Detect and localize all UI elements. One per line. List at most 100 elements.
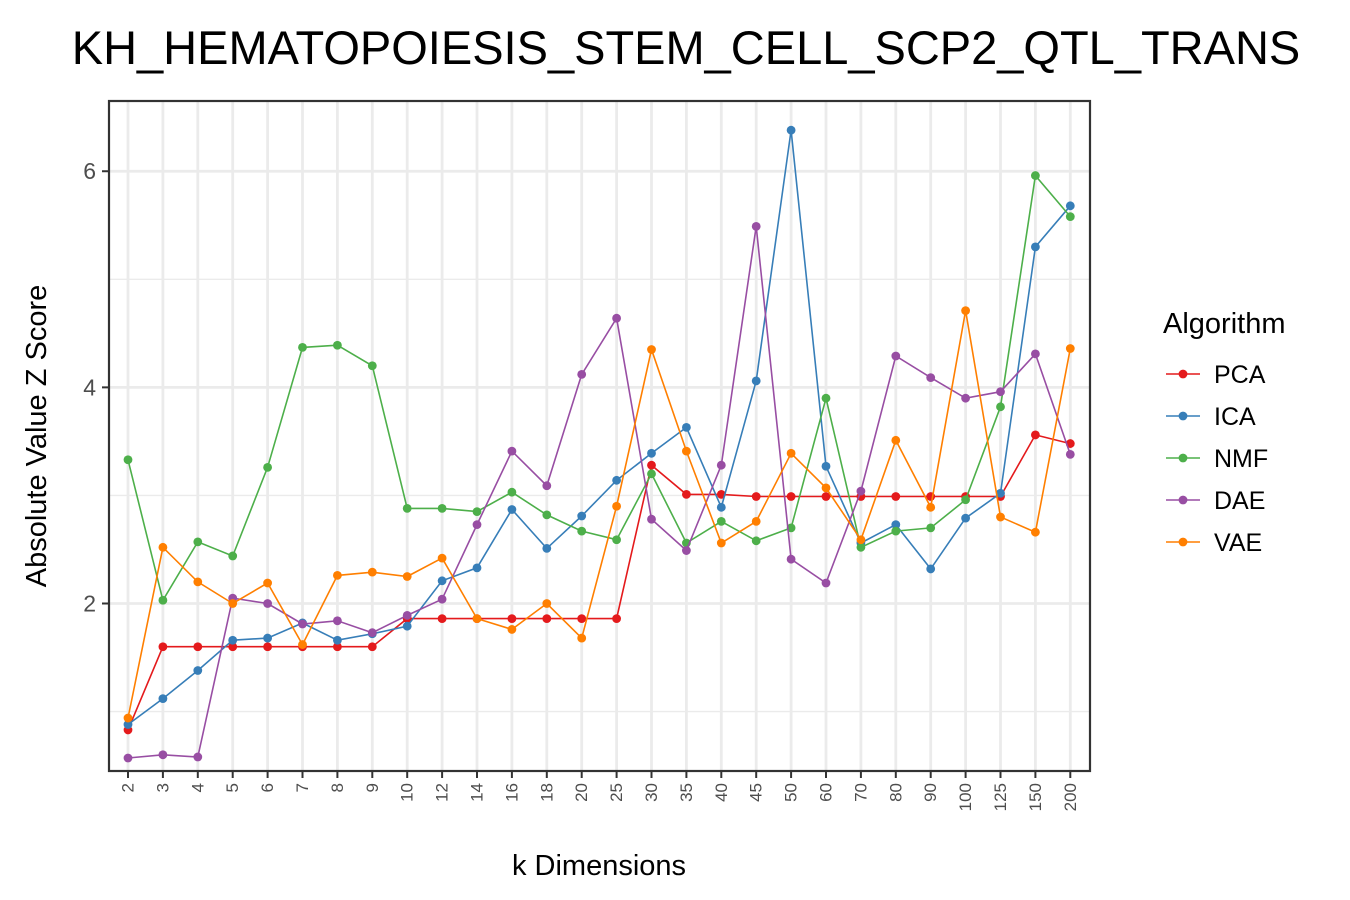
point-vae <box>647 345 656 354</box>
x-axis-title: k Dimensions <box>512 850 686 882</box>
legend-item-nmf: NMF <box>1166 445 1268 473</box>
point-dae <box>821 578 831 588</box>
x-tick-label: 45 <box>747 783 766 802</box>
point-pca <box>1031 430 1040 440</box>
point-dae <box>193 752 203 762</box>
point-ica <box>1031 242 1040 252</box>
point-dae <box>751 221 761 231</box>
point-ica <box>926 564 936 574</box>
y-tick-label: 6 <box>83 158 96 184</box>
plot-panel-border <box>107 99 1092 773</box>
point-dae <box>612 313 621 323</box>
point-nmf <box>1065 212 1075 222</box>
point-vae <box>577 633 587 643</box>
x-tick-label: 8 <box>328 783 347 792</box>
point-dae <box>158 750 168 760</box>
series-vae <box>123 306 1075 723</box>
point-pca <box>786 492 796 501</box>
point-nmf <box>716 516 726 526</box>
point-ica <box>193 666 203 675</box>
x-tick-label: 125 <box>991 783 1010 811</box>
y-axis-title: Absolute Value Z Score <box>21 285 53 588</box>
x-tick-label: 3 <box>153 783 172 792</box>
x-tick-label: 12 <box>433 783 452 802</box>
series-line-pca <box>127 433 1071 731</box>
point-vae <box>298 640 307 649</box>
point-pca <box>891 492 901 501</box>
x-tick-label: 10 <box>398 783 417 802</box>
legend-key-point <box>1178 495 1188 505</box>
legend-key-point <box>1178 453 1188 463</box>
series-line-dae <box>127 226 1072 759</box>
point-ica <box>333 635 342 645</box>
point-vae <box>193 577 203 587</box>
point-pca <box>333 642 342 652</box>
point-ica <box>751 376 761 386</box>
point-ica <box>228 635 238 645</box>
point-nmf <box>123 455 133 465</box>
point-pca <box>158 642 168 652</box>
point-nmf <box>612 535 621 545</box>
point-dae <box>367 628 377 638</box>
x-tick-label: 9 <box>363 783 382 792</box>
point-ica <box>437 576 447 586</box>
point-nmf <box>961 495 970 505</box>
point-nmf <box>263 462 272 472</box>
point-nmf <box>821 393 831 403</box>
legend-item-vae: VAE <box>1166 529 1262 557</box>
x-tick-label: 40 <box>712 783 731 802</box>
point-vae <box>856 535 866 545</box>
point-vae <box>682 446 691 456</box>
legend-item-dae: DAE <box>1166 487 1265 515</box>
point-vae <box>961 306 970 316</box>
point-vae <box>1065 344 1075 353</box>
point-vae <box>891 435 901 445</box>
point-dae <box>716 460 726 470</box>
point-pca <box>367 642 377 652</box>
x-tick-label: 5 <box>223 783 242 792</box>
point-pca <box>193 642 203 652</box>
y-tick-label: 4 <box>83 374 96 400</box>
point-ica <box>577 511 587 521</box>
point-vae <box>716 538 726 548</box>
point-dae <box>926 373 936 383</box>
point-nmf <box>507 487 517 497</box>
legend-item-pca: PCA <box>1166 361 1266 389</box>
point-ica <box>402 621 412 631</box>
series-pca <box>123 430 1075 735</box>
point-vae <box>472 614 482 624</box>
point-ica <box>821 461 831 471</box>
x-tick-label: 90 <box>921 783 940 802</box>
point-nmf <box>751 536 761 546</box>
point-pca <box>682 489 691 499</box>
legend-label: VAE <box>1214 529 1262 557</box>
point-dae <box>437 594 447 604</box>
legend-label: PCA <box>1214 361 1266 389</box>
legend-label: DAE <box>1214 487 1265 515</box>
point-dae <box>507 446 517 456</box>
legend-item-ica: ICA <box>1166 403 1256 431</box>
point-nmf <box>193 537 203 547</box>
point-vae <box>437 553 447 563</box>
point-ica <box>996 488 1005 498</box>
point-vae <box>821 483 831 493</box>
x-tick-label: 18 <box>537 783 556 802</box>
point-vae <box>333 571 342 580</box>
x-tick-label: 7 <box>293 783 312 792</box>
x-tick-label: 35 <box>677 783 696 802</box>
point-nmf <box>542 510 552 520</box>
point-ica <box>612 475 621 485</box>
point-ica <box>961 513 970 523</box>
point-nmf <box>856 542 866 552</box>
point-vae <box>402 572 412 581</box>
x-tick-label: 30 <box>642 783 661 802</box>
legend-key-point <box>1178 411 1188 421</box>
x-tick-label: 200 <box>1061 783 1080 811</box>
legend-key-point <box>1178 537 1188 547</box>
point-nmf <box>577 526 587 536</box>
point-vae <box>1031 527 1040 537</box>
point-dae <box>786 554 796 564</box>
point-ica <box>507 505 517 514</box>
point-dae <box>542 481 552 491</box>
